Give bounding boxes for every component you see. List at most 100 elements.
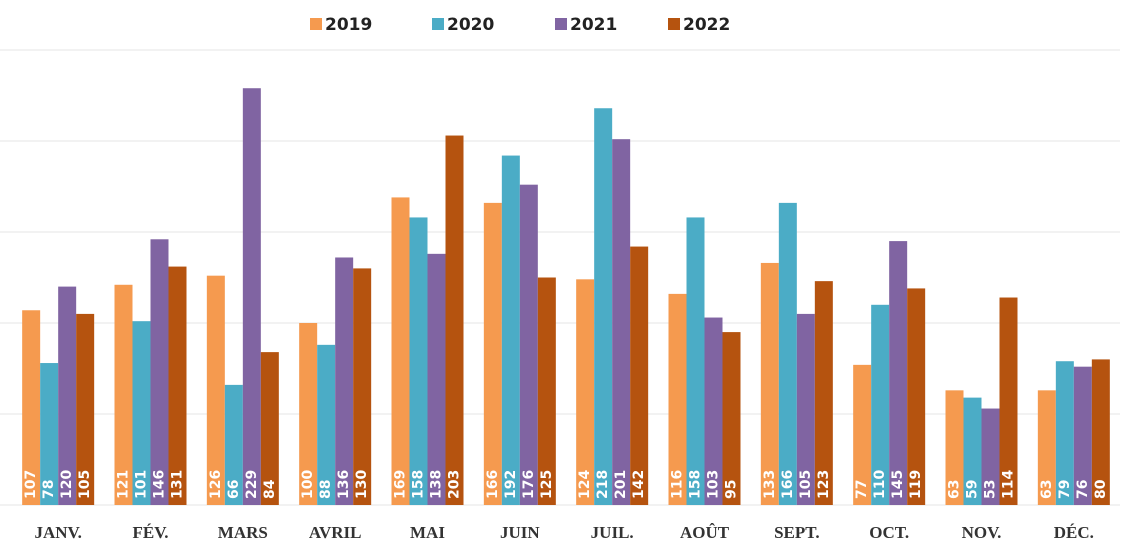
bar (760, 262, 779, 505)
data-label: 77 (854, 480, 870, 499)
data-label: 133 (762, 470, 778, 499)
legend-label: 2021 (570, 15, 617, 35)
legend-swatch (432, 18, 444, 30)
bar (168, 266, 187, 505)
data-label: 63 (947, 480, 963, 499)
bar (317, 344, 336, 505)
legend-label: 2020 (447, 15, 494, 35)
data-label: 105 (798, 470, 814, 499)
bar (778, 202, 797, 505)
data-label: 203 (447, 470, 463, 499)
bar (150, 239, 169, 505)
bar (1037, 390, 1056, 505)
bar (1055, 361, 1074, 505)
bar (612, 139, 631, 505)
data-label: 114 (1001, 470, 1017, 499)
data-label: 110 (872, 470, 888, 499)
data-label: 80 (1093, 479, 1109, 499)
bar (630, 246, 649, 505)
legend-swatch (310, 18, 322, 30)
data-label: 130 (354, 470, 370, 499)
bar (409, 217, 428, 505)
data-label: 53 (983, 480, 999, 499)
bar (704, 317, 723, 505)
x-tick-label: JUIN (500, 523, 540, 542)
x-tick-label: OCT. (869, 523, 909, 542)
data-label: 125 (539, 470, 555, 499)
bar (594, 108, 613, 506)
data-label: 121 (116, 470, 132, 499)
bar (427, 253, 446, 505)
bar (981, 408, 1000, 505)
bar (299, 323, 318, 505)
bar (132, 321, 151, 505)
bar (519, 184, 538, 505)
bar (537, 277, 556, 505)
data-label: 131 (170, 470, 186, 499)
x-tick-label: NOV. (962, 523, 1002, 542)
data-label: 166 (780, 470, 796, 499)
data-label: 192 (503, 470, 519, 499)
bar (576, 279, 595, 505)
data-label: 63 (1039, 480, 1055, 499)
data-label: 166 (485, 470, 501, 499)
data-label: 88 (318, 480, 334, 499)
data-label: 116 (670, 470, 686, 499)
data-label: 84 (262, 479, 278, 499)
legend-label: 2019 (325, 15, 372, 35)
data-label: 120 (59, 470, 75, 499)
bar (483, 202, 502, 505)
bar (22, 310, 41, 505)
data-label: 79 (1057, 480, 1073, 499)
data-label: 119 (908, 470, 924, 499)
bar (686, 217, 705, 505)
bar (224, 384, 243, 505)
x-tick-label: JANV. (34, 523, 81, 542)
x-tick-label: AVRIL (309, 523, 362, 542)
bar (445, 135, 464, 506)
bar (871, 304, 890, 505)
data-label: 138 (429, 470, 445, 499)
data-label: 136 (336, 470, 352, 499)
x-tick-label: MAI (410, 523, 445, 542)
bar (889, 241, 908, 505)
x-tick-label: SEPT. (774, 523, 820, 542)
bar (242, 88, 261, 505)
x-tick-label: AOÛT (680, 523, 730, 542)
data-label: 218 (595, 470, 611, 499)
data-label: 95 (724, 480, 740, 499)
bar (260, 352, 279, 505)
data-label: 158 (411, 470, 427, 499)
bar (1091, 359, 1110, 505)
data-label: 66 (226, 480, 242, 499)
bar (501, 155, 520, 505)
data-label: 103 (706, 470, 722, 499)
data-label: 101 (134, 470, 150, 499)
bar (722, 332, 741, 505)
bar (999, 297, 1018, 505)
bar (1073, 366, 1092, 505)
data-label: 126 (208, 470, 224, 499)
data-label: 124 (577, 470, 593, 499)
bar (668, 293, 687, 505)
data-label: 100 (300, 470, 316, 499)
legend-swatch (555, 18, 567, 30)
bar (40, 363, 59, 505)
bar (76, 313, 95, 505)
legend-swatch (668, 18, 680, 30)
bar (391, 197, 410, 506)
bar (58, 286, 77, 505)
data-label: 158 (688, 470, 704, 499)
data-label: 105 (77, 470, 93, 499)
data-label: 169 (393, 470, 409, 499)
x-tick-label: FÉV. (132, 523, 168, 542)
data-label: 176 (521, 470, 537, 499)
bar (853, 364, 872, 505)
bar (206, 275, 225, 505)
data-label: 76 (1075, 480, 1091, 499)
bar (335, 257, 354, 505)
bar (963, 397, 982, 505)
x-tick-label: JUIL. (591, 523, 634, 542)
data-label: 107 (23, 470, 39, 499)
